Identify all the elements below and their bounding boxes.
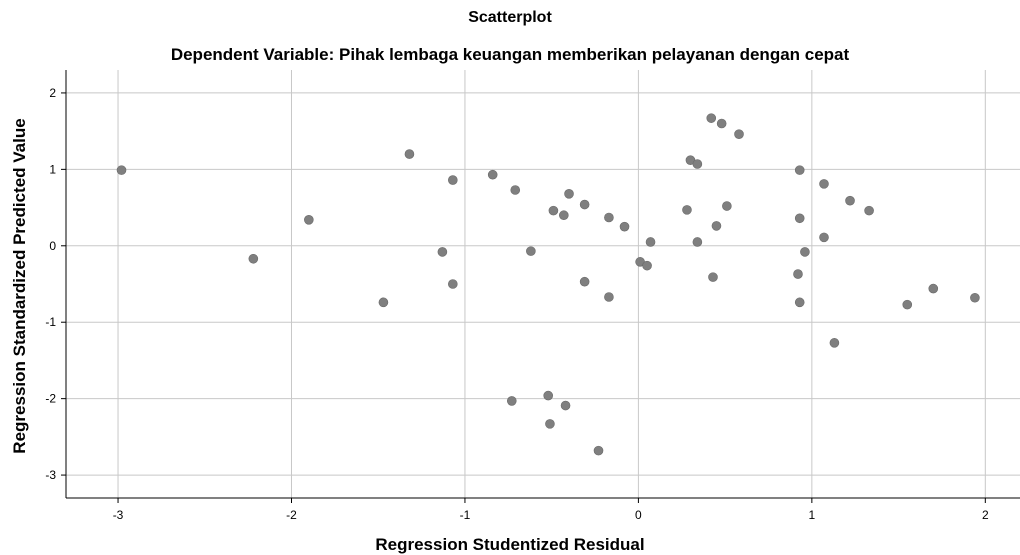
data-point [448,279,458,289]
data-point [794,213,805,224]
data-point [404,149,415,159]
data-point [579,276,590,287]
data-point [545,419,555,429]
data-point [248,253,259,264]
data-point [560,400,571,411]
data-point [794,297,805,308]
y-tick-label: -2 [45,392,56,406]
gridlines [66,70,1020,498]
data-point [526,246,536,256]
data-point [845,195,855,206]
x-tick-label: 1 [809,508,816,522]
data-point [543,390,554,401]
y-tick-label: -1 [45,315,56,329]
data-point [116,165,127,175]
data-point [604,292,614,302]
data-point [793,269,803,279]
data-point [682,205,692,215]
data-point [708,272,718,282]
data-point [800,247,810,257]
x-tick-label: -2 [286,508,297,522]
data-point [506,396,517,406]
data-point [559,210,569,221]
data-point [928,283,939,294]
data-point [604,212,614,223]
data-point [829,338,840,348]
y-tick-label: 1 [49,162,56,176]
x-tick-label: 2 [982,508,989,522]
data-point [819,232,829,243]
data-point [579,199,590,210]
chart-subtitle: Dependent Variable: Pihak lembaga keuang… [170,45,850,64]
data-point [378,297,389,308]
y-tick-label: 2 [49,86,56,100]
data-point [487,169,498,180]
data-point [645,237,656,247]
data-point [593,445,604,456]
data-point [510,185,521,195]
scatter-plot: -3 -2 -1 0 1 2 -3 -2 -1 0 1 2 [45,70,1020,522]
data-point [902,299,913,310]
data-point [448,175,458,185]
x-axis-label: Regression Studentized Residual [375,535,645,554]
y-axis-label: Regression Standardized Predicted Value [10,118,29,454]
ticks: -3 -2 -1 0 1 2 -3 -2 -1 0 1 2 [45,86,989,522]
x-tick-label: -3 [113,508,124,522]
data-point [716,118,727,129]
axes [65,70,1020,499]
data-point [706,113,717,123]
data-point [692,237,703,247]
data-point [692,159,703,169]
data-point [794,165,805,175]
y-tick-label: -3 [45,468,56,482]
data-point [564,189,574,199]
data-point [970,292,980,303]
data-point [548,205,559,216]
data-point [304,215,314,225]
data-point [819,179,829,189]
data-point [864,205,874,216]
data-point [642,260,652,271]
x-tick-label: 0 [635,508,642,522]
data-point [711,221,722,231]
data-point [619,221,630,232]
x-tick-label: -1 [460,508,471,522]
chart-title: Scatterplot [468,9,552,26]
y-tick-label: 0 [49,239,56,253]
data-point [734,129,744,139]
data-point [722,201,732,211]
data-point [437,247,448,257]
data-points [116,113,980,456]
